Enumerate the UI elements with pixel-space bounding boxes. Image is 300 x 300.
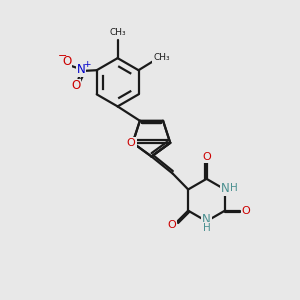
Text: O: O <box>242 206 250 216</box>
Text: N: N <box>202 213 211 226</box>
Text: O: O <box>167 220 176 230</box>
Text: O: O <box>63 55 72 68</box>
Text: H: H <box>230 183 238 193</box>
Text: N: N <box>77 63 86 76</box>
Text: CH₃: CH₃ <box>153 53 170 62</box>
Text: H: H <box>203 223 210 233</box>
Text: +: + <box>82 60 90 69</box>
Text: O: O <box>71 79 81 92</box>
Text: O: O <box>127 138 136 148</box>
Text: O: O <box>202 152 211 162</box>
Text: CH₃: CH₃ <box>109 28 126 37</box>
Text: N: N <box>221 182 230 195</box>
Text: −: − <box>58 51 67 61</box>
